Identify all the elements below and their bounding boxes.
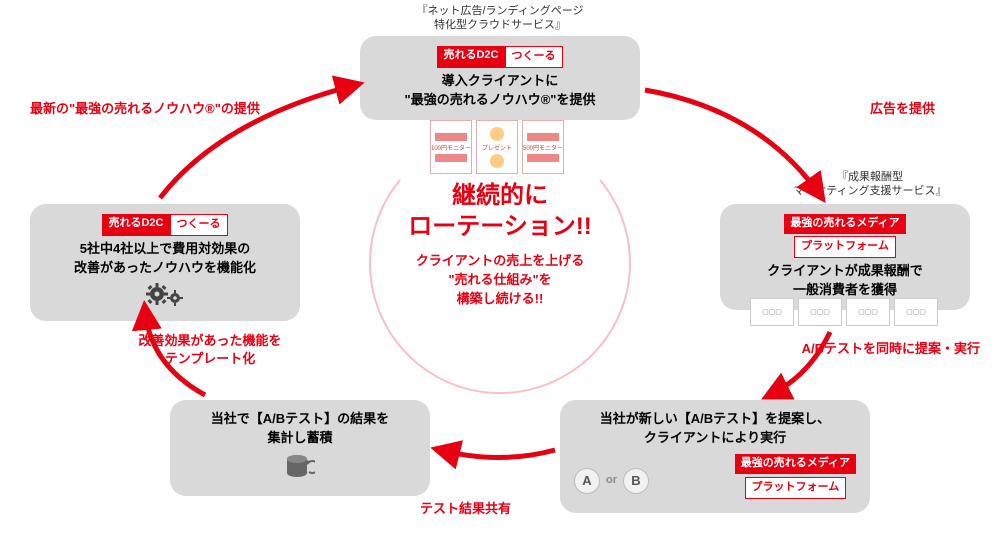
caption-line: 特化型クラウドサービス』 xyxy=(434,19,566,31)
node-text: 5社中4社以上で費用対効果の xyxy=(44,240,286,259)
center-sub: "売れる仕組み"を xyxy=(448,272,551,287)
edge-label-top-left: 最新の"最強の売れるノウハウ®"の提供 xyxy=(30,100,330,118)
caption-line: 『ネット広告/ランディングページ xyxy=(416,5,583,17)
center-sub: クライアントの売上を上げる xyxy=(416,253,584,268)
center-title-l2: ローテーション!! xyxy=(355,211,645,242)
node-text: クライアントが成果報酬で xyxy=(734,262,956,281)
ab-test: A or B xyxy=(574,468,649,494)
badge-row: 売れるD2C つくーる xyxy=(374,46,626,68)
node-left: 売れるD2C つくーる 5社中4社以上で費用対効果の 改善があったノウハウを機能… xyxy=(30,204,300,321)
ab-circle-b: B xyxy=(623,468,649,494)
badge-row: 最強の売れるメディア xyxy=(734,214,956,234)
center-title-l1: 継続的に xyxy=(355,180,645,211)
node-bottom-right: 当社が新しい【A/Bテスト】を提案し、 クライアントにより実行 A or B 最… xyxy=(560,400,870,513)
badge-white: プラットフォーム xyxy=(745,477,847,499)
top-caption: 『ネット広告/ランディングページ 特化型クラウドサービス』 xyxy=(400,4,600,33)
right-caption: 『成果報酬型 マーケティング支援サービス』 xyxy=(780,170,960,199)
center-text: 継続的に ローテーション!! クライアントの売上を上げる "売れる仕組み"を 構… xyxy=(355,180,645,309)
product-thumbnails: 100円モニター プレゼント 500円モニター xyxy=(430,120,564,174)
edge-label-bl-left: 改善効果があった機能を テンプレート化 xyxy=(100,332,320,367)
node-text: 改善があったノウハウを機能化 xyxy=(44,259,286,278)
caption-line: 『成果報酬型 xyxy=(837,171,903,183)
center-sub: 構築し続ける!! xyxy=(457,291,544,306)
node-text: クライアントにより実行 xyxy=(574,429,856,448)
node-top: 売れるD2C つくーる 導入クライアントに "最強の売れるノウハウ®"を提供 xyxy=(360,36,640,120)
ab-or: or xyxy=(606,473,617,489)
badge-white: プラットフォーム xyxy=(794,236,896,258)
badge-group: 最強の売れるメディア プラットフォーム xyxy=(735,454,856,503)
badge-white: つくーる xyxy=(505,46,563,68)
card: ▢▢▢ xyxy=(798,298,842,326)
card: ▢▢▢ xyxy=(846,298,890,326)
edge-label-br-bl: テスト結果共有 xyxy=(420,500,511,518)
ab-circle-a: A xyxy=(574,468,600,494)
badge-red: 売れるD2C xyxy=(102,214,169,236)
thumb: 100円モニター xyxy=(430,120,472,174)
caption-line: マーケティング支援サービス』 xyxy=(793,185,946,197)
gears-icon xyxy=(44,282,286,312)
edge-label-top-right: 広告を提供 xyxy=(870,100,935,118)
thumb: プレゼント xyxy=(476,120,518,174)
edge-label-line: テンプレート化 xyxy=(165,351,256,366)
thumb: 500円モニター xyxy=(522,120,564,174)
node-bottom-left: 当社で【A/Bテスト】の結果を 集計し蓄積 xyxy=(170,400,430,496)
database-icon xyxy=(184,454,416,486)
node-text: "最強の売れるノウハウ®"を提供 xyxy=(374,91,626,110)
node-text: 一般消費者を獲得 xyxy=(734,281,956,300)
card: ▢▢▢ xyxy=(750,298,794,326)
edge-label-right-br: A/Bテストを同時に提案・実行 xyxy=(720,340,980,358)
badge-red: 最強の売れるメディア xyxy=(735,454,856,474)
card: ▢▢▢ xyxy=(894,298,938,326)
node-text: 集計し蓄積 xyxy=(184,429,416,448)
node-text: 当社が新しい【A/Bテスト】を提案し、 xyxy=(574,410,856,429)
node-right: 最強の売れるメディア プラットフォーム クライアントが成果報酬で 一般消費者を獲… xyxy=(720,204,970,310)
badge-row: 売れるD2C つくーる xyxy=(44,214,286,236)
node-text: 導入クライアントに xyxy=(374,72,626,91)
badge-red: 最強の売れるメディア xyxy=(784,214,905,234)
edge-label-line: 改善効果があった機能を xyxy=(138,333,281,348)
media-cards: ▢▢▢ ▢▢▢ ▢▢▢ ▢▢▢ xyxy=(750,298,938,326)
badge-row: プラットフォーム xyxy=(734,236,956,258)
badge-red: 売れるD2C xyxy=(437,46,504,68)
badge-white: つくーる xyxy=(170,214,228,236)
node-text: 当社で【A/Bテスト】の結果を xyxy=(184,410,416,429)
